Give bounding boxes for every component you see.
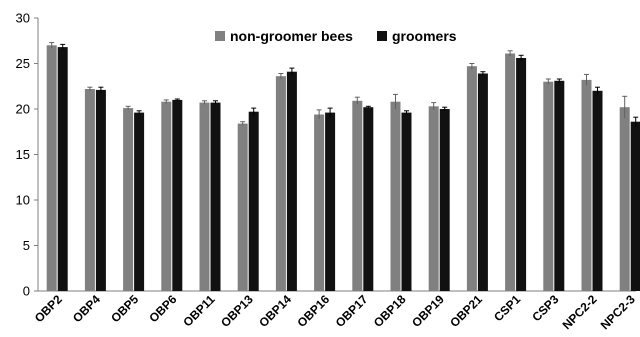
legend-swatch-groomers (377, 31, 387, 41)
bar-obp2-non-groomer (46, 45, 57, 291)
x-category-label: OBP13 (218, 292, 256, 330)
y-axis: 0 5 10 15 20 25 30 (16, 11, 39, 299)
y-tick-label: 25 (16, 56, 30, 71)
bar-obp13-groomers (248, 111, 259, 291)
bar-obp17-groomers (363, 107, 374, 291)
bar-obp13-non-groomer (237, 123, 248, 291)
x-category-label: CSP3 (529, 292, 561, 324)
x-category-label: OBP16 (294, 292, 332, 330)
bar-obp4-non-groomer (84, 89, 95, 291)
bar-obp21-non-groomer (466, 66, 477, 291)
x-category-label: OBP4 (70, 292, 103, 325)
bars (46, 45, 640, 292)
bar-csp1-non-groomer (505, 53, 516, 291)
bar-obp2-groomers (57, 47, 68, 291)
bar-csp1-groomers (516, 58, 527, 291)
bar-npc2-2-groomers (592, 90, 603, 291)
bar-obp18-groomers (401, 112, 412, 291)
x-category-label: OBP18 (371, 292, 409, 330)
bar-csp3-non-groomer (543, 81, 554, 291)
bar-obp5-non-groomer (123, 108, 134, 291)
bar-npc2-3-non-groomer (619, 107, 630, 291)
bar-obp11-non-groomer (199, 102, 210, 291)
bar-obp16-non-groomer (314, 114, 325, 291)
x-category-label: OBP6 (146, 292, 179, 325)
y-tick-label: 10 (16, 193, 30, 208)
x-category-label: CSP1 (491, 292, 523, 324)
x-category-label: NPC2-3 (598, 292, 638, 332)
bar-obp14-groomers (286, 71, 297, 291)
bar-obp17-non-groomer (352, 100, 363, 291)
x-category-label: OBP5 (108, 292, 141, 325)
x-category-label: OBP14 (256, 292, 294, 330)
bar-obp14-non-groomer (275, 76, 286, 291)
bar-npc2-3-groomers (630, 121, 640, 291)
x-category-label: OBP2 (32, 292, 65, 325)
bar-obp19-non-groomer (428, 106, 439, 291)
bar-obp18-non-groomer (390, 101, 401, 291)
x-category-label: OBP17 (333, 292, 371, 330)
bar-obp6-groomers (172, 99, 183, 292)
y-tick-label: 5 (23, 238, 30, 253)
bar-obp4-groomers (95, 89, 106, 292)
bar-obp19-groomers (439, 109, 450, 291)
bar-obp16-groomers (325, 112, 336, 291)
legend: non-groomer bees groomers (215, 28, 457, 44)
x-category-label: OBP19 (409, 292, 447, 330)
y-tick-label: 15 (16, 147, 30, 162)
legend-label-non-groomer: non-groomer bees (230, 28, 353, 44)
bar-obp21-groomers (477, 73, 488, 291)
x-category-label: OBP11 (180, 292, 217, 329)
legend-label-groomers: groomers (392, 28, 457, 44)
error-bars (49, 42, 639, 127)
bar-obp6-non-groomer (161, 101, 172, 291)
category-labels: OBP2 OBP4 OBP5 OBP6 OBP11 OBP13 OBP14 OBP16 OBP1… (32, 292, 638, 332)
x-category-label: OBP21 (447, 292, 485, 330)
bar-obp11-groomers (210, 102, 221, 291)
x-category-label: NPC2-2 (560, 292, 600, 332)
y-tick-label: 30 (16, 11, 30, 26)
bar-csp3-groomers (554, 80, 565, 291)
legend-swatch-non-groomer (215, 31, 225, 41)
y-tick-label: 20 (16, 102, 30, 117)
y-tick-label: 0 (23, 284, 30, 299)
bar-npc2-2-non-groomer (581, 79, 592, 292)
bar-obp5-groomers (134, 112, 145, 291)
